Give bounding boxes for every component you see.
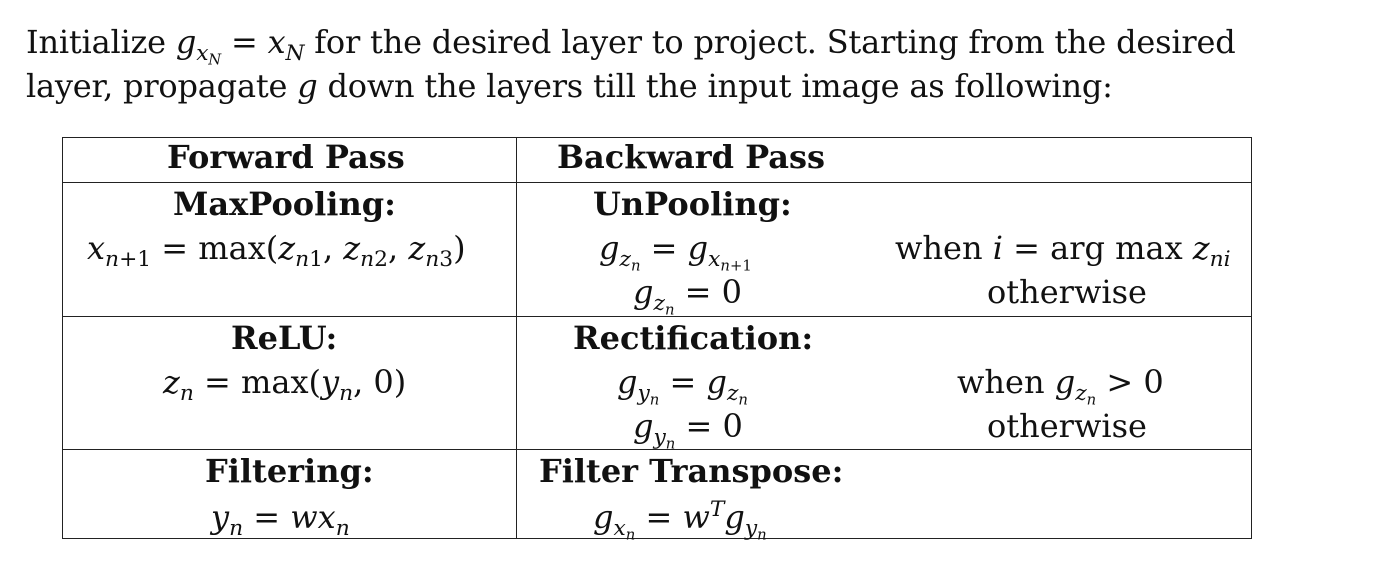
- table-row: ReLU: zn = max(yn, 0) Rectification: gyn…: [62, 316, 1252, 453]
- math-sub-n: N: [285, 40, 305, 66]
- math-g: g: [175, 23, 197, 61]
- math-subsub-n: N: [208, 51, 222, 69]
- backward-equation: gyn = gzn: [617, 363, 748, 409]
- math-sub-x: x: [196, 40, 209, 66]
- condition-text: otherwise: [987, 273, 1147, 311]
- forward-title: ReLU:: [231, 319, 338, 357]
- header-cell-backward: Backward Pass: [516, 137, 1252, 183]
- intro-paragraph: Initialize gxN = xN for the desired laye…: [26, 20, 1326, 108]
- math-x: x: [267, 23, 286, 61]
- intro-text: Initialize: [26, 23, 176, 61]
- forward-equation: yn = wxn: [211, 498, 350, 541]
- intro-line-1: Initialize gxN = xN for the desired laye…: [26, 20, 1326, 68]
- backward-title: UnPooling:: [593, 185, 792, 223]
- header-forward-pass: Forward Pass: [167, 138, 405, 176]
- intro-text: for the desired layer to project. Starti…: [304, 23, 1236, 61]
- forward-cell: ReLU: zn = max(yn, 0): [62, 316, 517, 450]
- backward-equation: gzn = 0: [633, 273, 742, 319]
- backward-equation: gyn = 0: [633, 407, 743, 453]
- intro-text: layer, propagate: [26, 67, 298, 105]
- backward-title: Rectification:: [573, 319, 814, 357]
- condition-text: when i = arg max zni: [895, 229, 1231, 272]
- math-equals: =: [221, 23, 268, 61]
- table-header-row: Forward Pass Backward Pass: [62, 137, 1252, 183]
- backward-title: Filter Transpose:: [539, 452, 844, 490]
- forward-cell: Filtering: yn = wxn: [62, 449, 517, 541]
- table-row: MaxPooling: xn+1 = max(zn1, zn2, zn3) Un…: [62, 182, 1252, 319]
- forward-title: MaxPooling:: [173, 185, 396, 223]
- math-g: g: [297, 67, 318, 105]
- forward-equation: zn = max(yn, 0): [163, 363, 407, 406]
- intro-line-2: layer, propagate g down the layers till …: [26, 64, 1326, 108]
- intro-text: down the layers till the input image as …: [317, 67, 1113, 105]
- condition-text: when gzn > 0: [957, 363, 1164, 409]
- forward-cell: MaxPooling: xn+1 = max(zn1, zn2, zn3): [62, 182, 517, 317]
- backward-cell: Filter Transpose: gxn = wTgyn: [516, 449, 1252, 544]
- backward-cell: Rectification: gyn = gzn gyn = 0 when gz…: [516, 316, 1252, 453]
- header-cell-forward: Forward Pass: [62, 137, 517, 183]
- forward-equation: xn+1 = max(zn1, zn2, zn3): [87, 229, 466, 272]
- backward-equation: gzn = gxn+1: [599, 229, 752, 275]
- backward-cell: UnPooling: gzn = gxn+1 gzn = 0 when i = …: [516, 182, 1252, 319]
- condition-text: otherwise: [987, 407, 1147, 445]
- forward-title: Filtering:: [205, 452, 374, 490]
- forward-backward-table: Forward Pass Backward Pass MaxPooling: x…: [62, 137, 1252, 544]
- table-row: Filtering: yn = wxn Filter Transpose: gx…: [62, 449, 1252, 544]
- header-backward-pass: Backward Pass: [557, 138, 826, 176]
- backward-equation: gxn = wTgyn: [593, 497, 767, 544]
